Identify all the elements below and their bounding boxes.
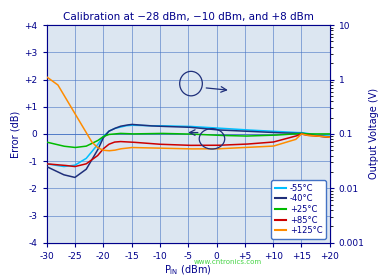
Title: Calibration at −28 dBm, −10 dBm, and +8 dBm: Calibration at −28 dBm, −10 dBm, and +8 … (63, 11, 314, 21)
Y-axis label: Error (dB): Error (dB) (10, 110, 20, 158)
Y-axis label: Output Voltage (V): Output Voltage (V) (369, 88, 379, 179)
X-axis label: P$_{\mathregular{IN}}$ (dBm): P$_{\mathregular{IN}}$ (dBm) (165, 264, 212, 277)
Legend: -55°C, -40°C, +25°C, +85°C, +125°C: -55°C, -40°C, +25°C, +85°C, +125°C (271, 180, 326, 239)
Text: www.cntronics.com: www.cntronics.com (194, 259, 262, 265)
